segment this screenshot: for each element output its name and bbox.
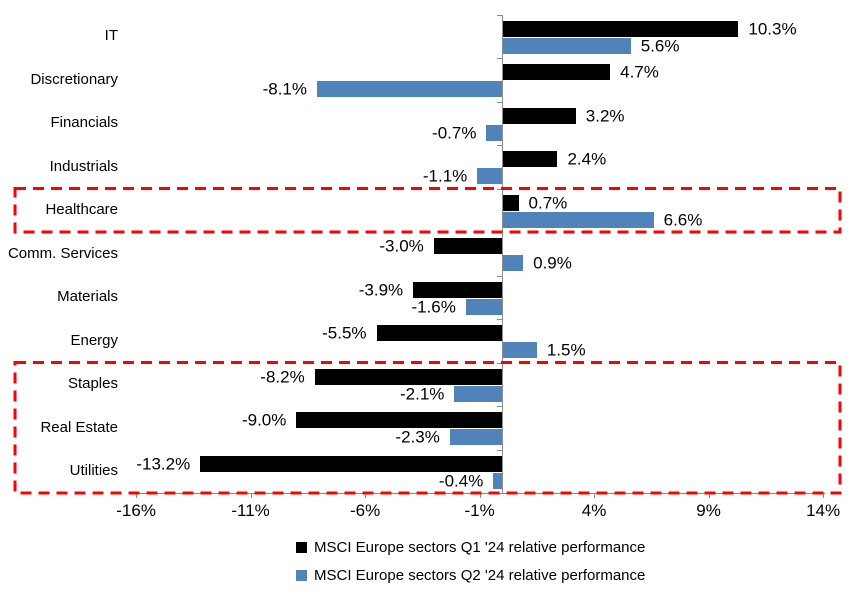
category-label-real-estate: Real Estate xyxy=(40,418,118,436)
bar-q2-utilities xyxy=(493,472,503,489)
category-label-discretionary: Discretionary xyxy=(30,70,118,88)
x-tick-mark xyxy=(136,493,138,498)
bar-q2-it xyxy=(502,37,631,54)
legend-swatch-q2-icon xyxy=(296,569,307,581)
data-label-q1-energy: -5.5% xyxy=(322,323,367,343)
legend: MSCI Europe sectors Q1 '24 relative perf… xyxy=(296,533,645,589)
x-tick-label-11: -11% xyxy=(231,501,270,520)
bar-q2-financials xyxy=(486,124,503,141)
bar-q1-discretionary xyxy=(502,64,611,80)
y-tick-mark xyxy=(497,406,502,407)
category-label-energy: Energy xyxy=(70,331,118,349)
data-label-q1-materials: -3.9% xyxy=(358,280,404,299)
bar-q2-discretionary xyxy=(317,81,503,97)
data-label-q1-utilities: -13.2% xyxy=(136,454,191,473)
x-tick-label-4: 4% xyxy=(581,501,607,520)
data-label-q1-healthcare: 0.7% xyxy=(528,193,568,212)
category-label-staples: Staples xyxy=(67,375,118,393)
x-tick-mark xyxy=(250,493,252,498)
bar-q2-real-estate xyxy=(449,429,503,445)
category-label-industrials: Industrials xyxy=(49,157,118,175)
legend-item-q2: MSCI Europe sectors Q2 '24 relative perf… xyxy=(296,561,645,589)
x-tick-mark xyxy=(365,493,367,498)
bar-q1-materials xyxy=(413,281,503,298)
data-label-q2-comm-services: 0.9% xyxy=(533,253,572,273)
category-label-materials: Materials xyxy=(57,288,118,306)
bar-q2-materials xyxy=(465,298,503,315)
x-tick-label-6: -6% xyxy=(349,501,381,520)
data-label-q2-energy: 1.5% xyxy=(546,340,586,360)
bar-q1-energy xyxy=(376,325,503,341)
y-tick-mark xyxy=(497,188,502,190)
highlight-box-highlight-healthcare xyxy=(13,187,842,234)
bar-q1-industrials xyxy=(502,151,558,167)
y-tick-mark xyxy=(497,493,502,494)
category-label-financials: Financials xyxy=(50,114,118,132)
y-tick-mark xyxy=(497,14,502,16)
x-tick-mark xyxy=(708,493,710,498)
bar-q2-comm-services xyxy=(502,255,524,271)
y-tick-mark xyxy=(497,319,502,320)
bar-q1-staples xyxy=(314,368,503,385)
x-tick-label-1: -1% xyxy=(464,501,495,520)
data-label-q1-it: 10.3% xyxy=(748,19,797,38)
x-tick-label-14: 14% xyxy=(806,501,841,520)
x-tick-mark xyxy=(823,493,825,498)
data-label-q2-discretionary: -8.1% xyxy=(262,79,307,99)
bar-q1-financials xyxy=(502,107,576,124)
bar-q2-healthcare xyxy=(502,211,654,228)
x-tick-mark xyxy=(594,493,596,498)
y-tick-mark xyxy=(497,275,502,277)
data-label-q2-staples: -2.1% xyxy=(399,384,445,403)
data-label-q2-real-estate: -2.3% xyxy=(395,427,440,447)
data-label-q1-industrials: 2.4% xyxy=(567,149,607,169)
data-label-q2-industrials: -1.1% xyxy=(422,166,468,186)
data-label-q2-healthcare: 6.6% xyxy=(663,210,703,229)
category-label-it: IT xyxy=(104,27,118,45)
data-label-q2-utilities: -0.4% xyxy=(438,471,484,490)
legend-label-q1: MSCI Europe sectors Q1 '24 relative perf… xyxy=(314,538,646,556)
y-tick-mark xyxy=(497,449,502,451)
bar-q2-energy xyxy=(502,342,537,358)
legend-item-q1: MSCI Europe sectors Q1 '24 relative perf… xyxy=(296,533,645,561)
bar-q2-industrials xyxy=(477,168,503,184)
data-label-q1-real-estate: -9.0% xyxy=(241,410,287,430)
bar-q1-comm-services xyxy=(433,238,503,254)
y-tick-mark xyxy=(497,58,502,59)
category-label-comm-services: Comm. Services xyxy=(7,244,118,262)
y-tick-mark xyxy=(497,145,502,146)
y-tick-mark xyxy=(497,101,502,103)
x-tick-label-9: 9% xyxy=(696,501,721,520)
x-tick-label-16: -16% xyxy=(116,501,156,520)
y-tick-mark xyxy=(497,362,502,364)
y-axis-line xyxy=(502,14,503,493)
data-label-q2-financials: -0.7% xyxy=(432,123,477,142)
bar-q1-healthcare xyxy=(502,194,519,211)
data-label-q1-financials: 3.2% xyxy=(585,106,625,125)
data-label-q2-it: 5.6% xyxy=(640,36,680,55)
category-label-healthcare: Healthcare xyxy=(45,201,118,219)
legend-swatch-q1-icon xyxy=(296,541,307,553)
bar-q1-it xyxy=(502,20,739,37)
data-label-q1-comm-services: -3.0% xyxy=(379,236,424,256)
bar-q1-real-estate xyxy=(296,412,503,428)
x-tick-mark xyxy=(479,493,481,498)
y-tick-mark xyxy=(497,232,502,233)
legend-label-q2: MSCI Europe sectors Q2 '24 relative perf… xyxy=(314,566,646,584)
category-label-utilities: Utilities xyxy=(69,462,118,480)
data-label-q1-staples: -8.2% xyxy=(260,367,305,386)
bar-q2-staples xyxy=(454,385,503,402)
bar-q1-utilities xyxy=(200,455,503,472)
data-label-q1-discretionary: 4.7% xyxy=(620,62,659,82)
data-label-q2-materials: -1.6% xyxy=(411,297,456,316)
